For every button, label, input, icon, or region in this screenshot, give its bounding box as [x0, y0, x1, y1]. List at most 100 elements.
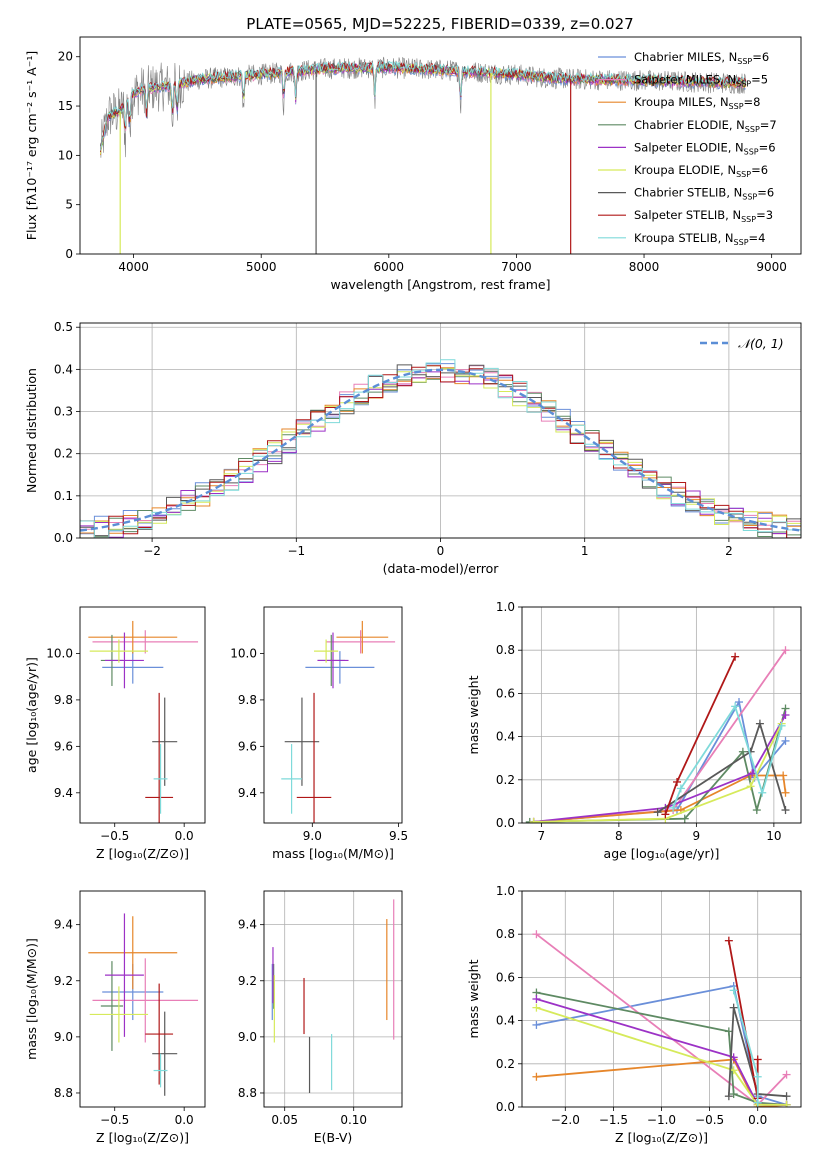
- legend-name: Kroupa STELIB, N: [634, 231, 734, 245]
- legend-name: Salpeter MILES, N: [634, 73, 736, 87]
- y-tick-label: 0.3: [54, 405, 73, 419]
- x-tick-label: 4000: [118, 260, 149, 274]
- legend-nssp: =7: [760, 118, 777, 132]
- y-axis-label: Flux [fλ10⁻¹⁷ erg cm⁻² s⁻¹ A⁻¹]: [24, 51, 39, 240]
- weight-line: [533, 774, 787, 823]
- x-tick-label: 10: [766, 829, 781, 843]
- histogram-step: [80, 365, 801, 538]
- x-tick-label: −0.5: [100, 829, 129, 843]
- y-tick-label: 1.0: [496, 884, 515, 898]
- axes-frame: [521, 606, 802, 824]
- x-tick-label: 9: [693, 829, 701, 843]
- y-tick-label: 0.8: [496, 927, 515, 941]
- chart-spectrum: 4000 5000 6000 7000 8000 9000 0 5 10 15 20 waveleng…: [24, 36, 802, 292]
- gaussian-reference: [80, 368, 801, 532]
- y-tick-label: 0.8: [496, 643, 515, 657]
- x-axis-label: E(B-V): [314, 1130, 353, 1145]
- legend-name: Chabrier MILES, N: [634, 50, 737, 64]
- legend-entry: Kroupa STELIB, NSSP=4: [634, 231, 765, 247]
- model-line: [100, 59, 746, 151]
- legend-entry: Kroupa ELODIE, NSSP=6: [634, 163, 768, 179]
- y-tick-label: 0.4: [496, 1014, 515, 1028]
- y-tick-label: 5: [65, 198, 73, 212]
- y-tick-label: 10.0: [230, 646, 257, 660]
- y-tick-label: 8.8: [238, 1086, 257, 1100]
- plot-area: [281, 620, 396, 823]
- y-axis-label: age [log₁₀(age/yr)]: [24, 657, 39, 773]
- x-tick-label: 8: [615, 829, 623, 843]
- legend-entry: Kroupa MILES, NSSP=8: [634, 95, 760, 111]
- legend-nssp: =6: [757, 186, 774, 200]
- x-axis-label: Z [log₁₀(Z/Z⊙)]: [96, 846, 189, 861]
- y-tick-label: 9.0: [54, 1030, 73, 1044]
- x-tick-label: 0.0: [175, 1113, 194, 1127]
- y-tick-label: 9.4: [238, 918, 257, 932]
- x-axis-label: age [log₁₀(age/yr)]: [604, 846, 720, 861]
- axes-frame: [263, 606, 403, 824]
- legend-nssp: =8: [744, 95, 761, 109]
- y-tick-label: 9.4: [54, 918, 73, 932]
- y-tick-label: 9.6: [238, 739, 257, 753]
- x-tick-label: −0.5: [695, 1113, 724, 1127]
- y-tick-label: 8.8: [54, 1086, 73, 1100]
- x-tick-label: 7: [538, 829, 546, 843]
- plot-area: [80, 359, 801, 538]
- x-tick-label: 9.0: [303, 829, 322, 843]
- x-tick-label: −1.0: [647, 1113, 676, 1127]
- histogram-step: [80, 359, 801, 538]
- y-tick-label: 0.6: [496, 686, 515, 700]
- legend-entry: Chabrier ELODIE, NSSP=7: [634, 118, 777, 134]
- plot-area: [525, 646, 790, 823]
- legend-entry: Salpeter ELODIE, NSSP=6: [634, 140, 776, 156]
- y-axis-label: mass [log₁₀(M/M⊙)]: [24, 938, 39, 1060]
- y-tick-label: 0: [65, 247, 73, 261]
- x-tick-label: 1: [581, 544, 589, 558]
- y-axis-label: mass weight: [466, 675, 481, 754]
- legend-name: Salpeter STELIB, N: [634, 208, 741, 222]
- x-tick-label: 0: [437, 544, 445, 558]
- y-tick-label: 0.0: [496, 816, 515, 830]
- y-tick-label: 0.0: [54, 531, 73, 545]
- x-tick-label: 8000: [629, 260, 660, 274]
- y-tick-label: 0.2: [496, 1057, 515, 1071]
- legend-name: Kroupa MILES, N: [634, 95, 729, 109]
- y-tick-label: 0.4: [54, 362, 73, 376]
- legend-entry: Chabrier MILES, NSSP=6: [634, 50, 769, 66]
- y-tick-label: 0.6: [496, 970, 515, 984]
- x-tick-label: 2: [725, 544, 733, 558]
- y-tick-label: 9.4: [54, 786, 73, 800]
- legend-subscript: SSP: [742, 193, 757, 202]
- legend-subscript: SSP: [745, 125, 760, 134]
- y-tick-label: 0.2: [496, 773, 515, 787]
- chart-mass-vs-extinction: 0.05 0.10 8.8 9.0 9.2 9.4 E(B-V): [238, 890, 403, 1145]
- plot-area: [88, 620, 199, 823]
- plot-area: [88, 913, 199, 1096]
- x-tick-label: −1: [287, 544, 305, 558]
- axes-frame: [79, 890, 206, 1108]
- legend-nssp: =4: [749, 231, 766, 245]
- legend-entry: Chabrier STELIB, NSSP=6: [634, 186, 774, 202]
- y-tick-label: 0.2: [54, 447, 73, 461]
- x-tick-label: 5000: [246, 260, 277, 274]
- y-tick-label: 15: [58, 99, 73, 113]
- legend-name: Kroupa ELODIE, N: [634, 163, 736, 177]
- legend-subscript: SSP: [736, 80, 751, 89]
- legend-entry: 𝒩(0, 1): [738, 336, 784, 351]
- y-tick-label: 0.1: [54, 489, 73, 503]
- plot-area: [532, 930, 791, 1107]
- legend-subscript: SSP: [734, 238, 749, 247]
- weight-line: [533, 714, 787, 823]
- x-axis-label: Z [log₁₀(Z/Z⊙)]: [615, 1130, 708, 1145]
- legend-entry: Salpeter MILES, NSSP=5: [634, 73, 768, 89]
- legend-name: Chabrier ELODIE, N: [634, 118, 745, 132]
- chart-age-vs-mass: 9.0 9.5 9.4 9.6 9.8 10.0 mass [log₁₀(M/M⊙)]: [230, 606, 408, 861]
- y-tick-label: 10.0: [46, 646, 73, 660]
- y-tick-label: 20: [58, 50, 73, 64]
- x-tick-label: −2: [143, 544, 161, 558]
- x-axis-label: mass [log₁₀(M/M⊙)]: [272, 846, 394, 861]
- legend-nssp: =6: [759, 140, 776, 154]
- legend-subscript: SSP: [729, 102, 744, 111]
- weight-line: [657, 720, 787, 813]
- legend-subscript: SSP: [737, 57, 752, 66]
